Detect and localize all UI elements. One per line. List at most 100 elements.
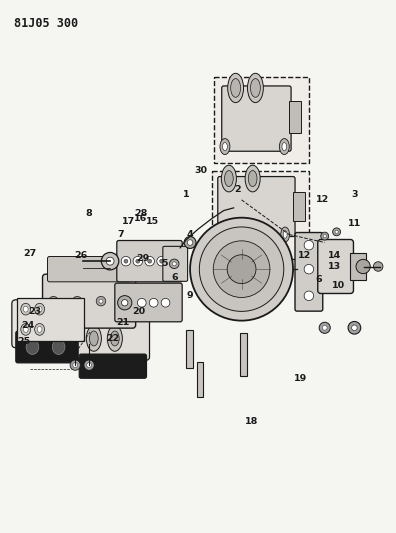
Ellipse shape — [280, 139, 289, 155]
Circle shape — [321, 232, 329, 240]
Text: 24: 24 — [21, 321, 34, 329]
Bar — [289, 101, 301, 133]
Circle shape — [122, 300, 128, 306]
Ellipse shape — [21, 303, 31, 315]
Circle shape — [352, 325, 357, 330]
Text: 2: 2 — [234, 185, 241, 193]
Ellipse shape — [283, 231, 287, 238]
Circle shape — [319, 322, 330, 333]
Circle shape — [148, 259, 152, 263]
Text: 1: 1 — [183, 190, 189, 199]
Circle shape — [87, 363, 91, 367]
Ellipse shape — [37, 326, 42, 333]
FancyBboxPatch shape — [79, 354, 147, 378]
Text: 17: 17 — [122, 217, 135, 225]
Circle shape — [70, 360, 80, 370]
Circle shape — [348, 321, 361, 334]
Text: 15: 15 — [146, 217, 159, 225]
Circle shape — [124, 259, 128, 263]
Circle shape — [73, 363, 78, 367]
Ellipse shape — [282, 143, 287, 151]
Text: 5: 5 — [161, 260, 168, 268]
Circle shape — [157, 256, 166, 266]
Circle shape — [75, 299, 79, 303]
Bar — [133, 285, 148, 306]
Ellipse shape — [23, 326, 28, 333]
Circle shape — [49, 296, 58, 306]
Circle shape — [99, 299, 103, 303]
Circle shape — [121, 256, 131, 266]
Bar — [293, 192, 305, 221]
Circle shape — [304, 240, 314, 250]
Text: 28: 28 — [134, 209, 147, 217]
Bar — [212, 171, 309, 259]
Ellipse shape — [26, 340, 39, 354]
Ellipse shape — [248, 171, 257, 187]
Text: 6: 6 — [171, 273, 177, 281]
Text: 4: 4 — [187, 230, 193, 239]
Circle shape — [333, 228, 341, 236]
Circle shape — [139, 289, 153, 303]
Ellipse shape — [110, 331, 119, 346]
Text: 10: 10 — [332, 281, 345, 289]
Circle shape — [187, 240, 193, 245]
Ellipse shape — [86, 326, 101, 351]
Ellipse shape — [21, 324, 31, 335]
Ellipse shape — [37, 306, 42, 312]
Ellipse shape — [248, 73, 263, 102]
Circle shape — [304, 264, 314, 274]
Text: 21: 21 — [116, 318, 129, 327]
FancyBboxPatch shape — [163, 246, 188, 281]
Text: 20: 20 — [132, 308, 145, 316]
Bar — [17, 298, 84, 341]
Ellipse shape — [30, 312, 40, 330]
Circle shape — [322, 326, 327, 330]
Text: 7: 7 — [118, 230, 124, 239]
Text: 26: 26 — [74, 252, 88, 260]
Circle shape — [72, 296, 82, 306]
Circle shape — [227, 255, 256, 284]
Circle shape — [133, 256, 143, 266]
Circle shape — [118, 296, 132, 310]
Circle shape — [160, 259, 164, 263]
Circle shape — [169, 259, 179, 269]
Circle shape — [106, 257, 114, 265]
FancyBboxPatch shape — [117, 240, 182, 282]
Ellipse shape — [225, 171, 233, 187]
Text: 81J05 300: 81J05 300 — [14, 18, 78, 30]
Ellipse shape — [230, 78, 240, 97]
FancyBboxPatch shape — [78, 317, 150, 360]
Bar — [197, 362, 203, 397]
Circle shape — [96, 296, 106, 306]
Bar — [186, 330, 193, 368]
Circle shape — [323, 235, 326, 238]
Text: 22: 22 — [106, 334, 120, 343]
Bar — [350, 253, 366, 280]
Ellipse shape — [223, 143, 227, 151]
Circle shape — [213, 241, 270, 297]
Ellipse shape — [228, 73, 244, 102]
Ellipse shape — [52, 340, 65, 354]
Text: 3: 3 — [351, 190, 358, 199]
FancyBboxPatch shape — [218, 176, 295, 237]
Text: 23: 23 — [28, 308, 42, 316]
Text: 16: 16 — [134, 214, 147, 223]
FancyBboxPatch shape — [222, 86, 291, 151]
Circle shape — [184, 237, 196, 248]
Ellipse shape — [50, 308, 65, 335]
Text: 27: 27 — [23, 249, 36, 257]
FancyBboxPatch shape — [295, 232, 323, 311]
FancyBboxPatch shape — [115, 283, 182, 322]
Ellipse shape — [220, 139, 230, 155]
FancyBboxPatch shape — [16, 331, 89, 363]
Text: 14: 14 — [328, 252, 341, 260]
Circle shape — [149, 298, 158, 307]
FancyBboxPatch shape — [42, 274, 136, 328]
Circle shape — [304, 291, 314, 301]
FancyBboxPatch shape — [48, 256, 131, 282]
Ellipse shape — [281, 227, 289, 242]
Circle shape — [199, 227, 284, 311]
Text: 29: 29 — [136, 254, 149, 263]
Ellipse shape — [89, 331, 98, 346]
FancyBboxPatch shape — [318, 239, 354, 294]
